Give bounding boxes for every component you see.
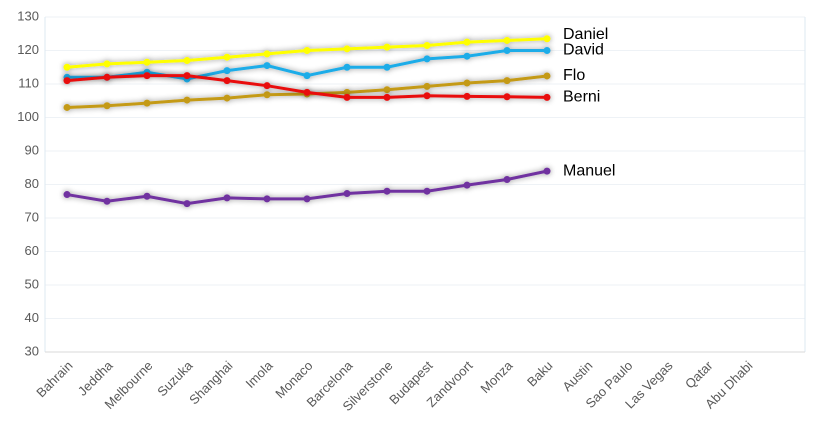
point [343, 63, 351, 71]
x-tick-label: Shanghai [186, 358, 236, 408]
point [463, 181, 471, 189]
y-tick-label: 90 [25, 142, 39, 157]
series [63, 72, 551, 101]
y-tick-label: 130 [17, 8, 39, 23]
point [223, 77, 231, 85]
point [63, 63, 71, 71]
point [223, 194, 231, 202]
point [183, 96, 191, 104]
point [423, 55, 431, 63]
point [263, 62, 271, 70]
series-label: Manuel [563, 162, 615, 179]
point [263, 82, 271, 90]
point [383, 93, 391, 101]
point [143, 192, 151, 200]
point [63, 191, 71, 199]
series [63, 35, 551, 71]
point [183, 57, 191, 65]
point [183, 200, 191, 208]
point [103, 102, 111, 110]
y-tick-label: 60 [25, 243, 39, 258]
point [383, 86, 391, 94]
series-label: Berni [563, 89, 600, 106]
point [143, 99, 151, 107]
y-tick-label: 100 [17, 109, 39, 124]
point [543, 72, 551, 80]
point [503, 77, 511, 85]
point [423, 82, 431, 90]
point [383, 187, 391, 195]
y-tick-label: 80 [25, 176, 39, 191]
series-label: Daniel [563, 26, 608, 43]
point [223, 53, 231, 61]
point [423, 92, 431, 100]
point [103, 73, 111, 81]
point [263, 50, 271, 58]
point [103, 60, 111, 68]
point [383, 63, 391, 71]
y-tick-label: 30 [25, 343, 39, 358]
point [463, 79, 471, 87]
x-tick-label: Baku [524, 358, 556, 390]
point [143, 72, 151, 80]
point [503, 47, 511, 54]
point [463, 38, 471, 46]
series-label: Flo [563, 67, 585, 84]
y-tick-label: 70 [25, 209, 39, 224]
point [463, 52, 471, 60]
x-tick-label: Austin [559, 358, 595, 394]
point [183, 72, 191, 80]
point [263, 91, 271, 99]
point [423, 41, 431, 49]
point [263, 195, 271, 203]
point [543, 35, 551, 43]
point [103, 197, 111, 205]
point [343, 190, 351, 198]
point [503, 36, 511, 44]
point [303, 72, 311, 80]
y-tick-label: 50 [25, 276, 39, 291]
point [343, 93, 351, 101]
point [383, 43, 391, 51]
point [223, 94, 231, 102]
point [343, 88, 351, 96]
series [63, 167, 551, 208]
point [503, 93, 511, 101]
x-tick-label: Bahrain [33, 358, 75, 400]
y-tick-label: 120 [17, 42, 39, 57]
point [143, 58, 151, 66]
point [303, 88, 311, 96]
point [543, 167, 551, 175]
point [63, 77, 71, 85]
point [343, 45, 351, 53]
y-tick-label: 40 [25, 310, 39, 325]
point [423, 187, 431, 195]
point [303, 195, 311, 203]
y-tick-label: 110 [18, 75, 39, 90]
point [503, 175, 511, 183]
point [63, 103, 71, 111]
x-tick-label: Monza [477, 357, 516, 396]
series-label: David [563, 42, 604, 59]
x-tick-label: Qatar [682, 357, 716, 391]
point [543, 93, 551, 101]
point [463, 92, 471, 100]
point [303, 47, 311, 54]
point [543, 47, 551, 54]
point [223, 67, 231, 75]
x-tick-label: Imola [242, 357, 276, 391]
